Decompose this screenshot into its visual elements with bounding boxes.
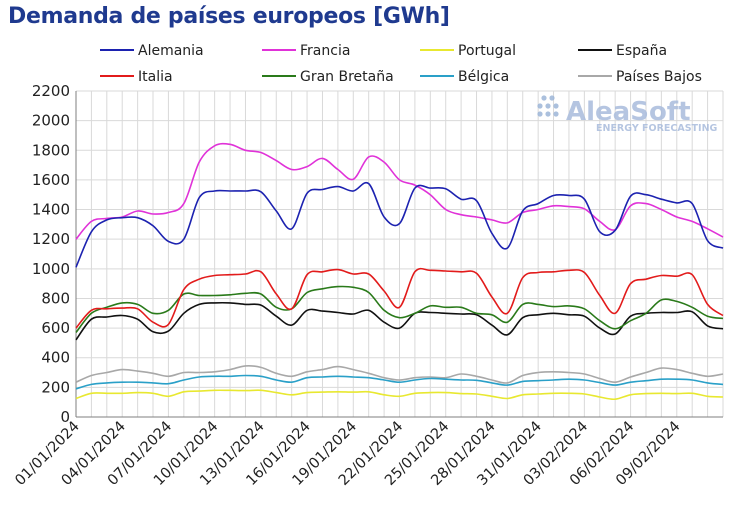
y-tick-label: 1400	[32, 201, 70, 219]
y-tick-label: 1200	[32, 230, 70, 248]
y-tick-label: 2000	[32, 112, 70, 130]
legend-label: Países Bajos	[616, 69, 702, 85]
y-tick-label: 1800	[32, 141, 70, 159]
series-line-portugal	[75, 389, 724, 401]
logo-dot	[545, 111, 551, 117]
series-line-belgica	[75, 374, 724, 390]
legend-label: Gran Bretaña	[300, 69, 394, 85]
logo-dot	[537, 111, 543, 117]
legend-item-belgica: Bélgica	[420, 69, 509, 85]
logo-dot	[545, 103, 551, 109]
series-line-espana	[75, 301, 724, 341]
legend-item-portugal: Portugal	[420, 43, 516, 59]
logo-dot	[541, 95, 547, 101]
legend-item-francia: Francia	[262, 43, 350, 59]
legend-label: Bélgica	[458, 69, 509, 85]
legend-item-italia: Italia	[100, 69, 173, 85]
y-tick-label: 400	[41, 349, 70, 367]
legend-item-paises-bajos: Países Bajos	[578, 69, 702, 85]
logo-dot	[553, 111, 559, 117]
series-line-alemania	[75, 181, 724, 268]
logo-dot	[553, 103, 559, 109]
y-tick-label: 800	[41, 289, 70, 307]
legend-item-gran-bretana: Gran Bretaña	[262, 69, 394, 85]
y-tick-label: 0	[60, 408, 70, 426]
chart-title: Demanda de países europeos [GWh]	[8, 4, 450, 29]
legend-label: Portugal	[458, 43, 516, 59]
series-line-gran-bretana	[75, 285, 724, 334]
y-tick-label: 1600	[32, 171, 70, 189]
legend-label: Italia	[138, 69, 173, 85]
logo-name: AleaSoft	[566, 97, 691, 127]
series-line-italia	[75, 267, 724, 329]
series-line-paises-bajos	[75, 364, 724, 384]
logo-dot	[549, 95, 555, 101]
y-tick-label: 200	[41, 378, 70, 396]
y-tick-label: 1000	[32, 260, 70, 278]
logo-dot	[537, 103, 543, 109]
y-tick-label: 600	[41, 319, 70, 337]
y-tick-label: 2200	[32, 82, 70, 100]
legend-label: Alemania	[138, 43, 204, 59]
legend-item-espana: España	[578, 43, 667, 59]
legend-label: España	[616, 43, 667, 59]
logo-tagline: ENERGY FORECASTING	[596, 123, 718, 134]
legend-item-alemania: Alemania	[100, 43, 204, 59]
legend-label: Francia	[300, 43, 350, 59]
